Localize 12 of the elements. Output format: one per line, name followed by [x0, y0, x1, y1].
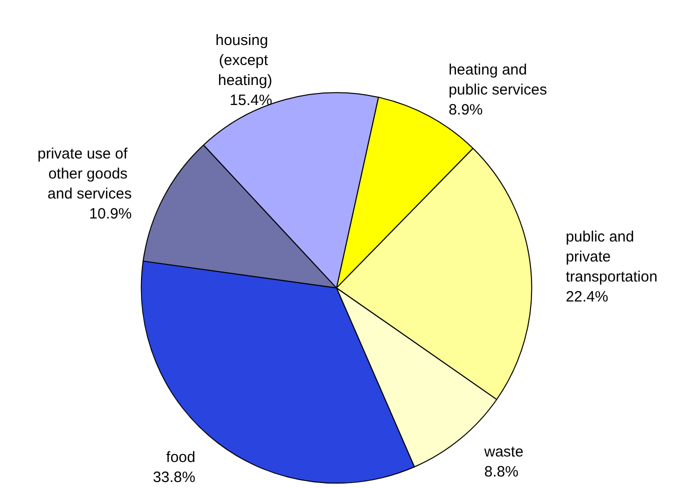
- data-label: 10.9%: [89, 205, 132, 222]
- slice-label: waste: [483, 444, 524, 461]
- data-label: 15.4%: [230, 92, 272, 110]
- slice-label: public and private transportation: [566, 228, 658, 286]
- slice-label: heating and public services: [448, 61, 547, 98]
- data-label: 22.4%: [566, 288, 608, 306]
- data-label: 8.9%: [448, 101, 483, 118]
- data-label: 8.8%: [484, 464, 518, 481]
- slice-label: housing (except heating): [215, 32, 272, 90]
- data-label: 33.8%: [152, 468, 196, 486]
- slice-label: food: [166, 448, 196, 466]
- slice-label: private use of other goods and services: [38, 145, 132, 202]
